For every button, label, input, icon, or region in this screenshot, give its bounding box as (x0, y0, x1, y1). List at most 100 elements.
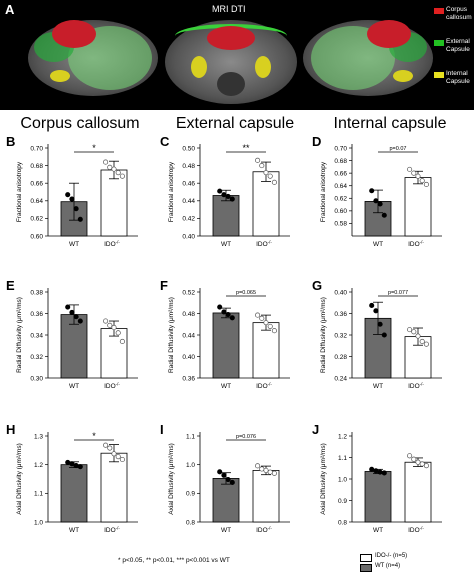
legend-ido: IDO-/- (n=5) (360, 553, 470, 563)
y-tick-label-b: 0.64 (30, 198, 43, 205)
y-tick-label-f: 0.40 (182, 354, 195, 361)
legend-swatch (434, 72, 444, 78)
data-point-b (103, 159, 109, 165)
y-tick-label-c: 0.50 (182, 145, 195, 152)
data-point-c (255, 157, 261, 163)
data-point-g (423, 341, 429, 347)
x-tick-label-d: IDO-/- (408, 240, 424, 249)
bar-h-wt (60, 464, 88, 523)
legend-swatch (434, 8, 444, 14)
y-tick-label-h: 1.0 (34, 519, 43, 526)
data-point-g (381, 332, 387, 338)
y-tick-label-f: 0.44 (182, 332, 195, 339)
data-point-e (77, 318, 83, 324)
y-axis-label-c: Fractional anisotropy (168, 161, 175, 222)
brain-image-3 (303, 12, 433, 102)
data-point-e (115, 330, 121, 336)
data-point-f (217, 304, 223, 310)
data-point-i (255, 463, 261, 469)
legend-label: callosum (446, 14, 472, 21)
panel-letter-c: C (160, 134, 170, 149)
data-point-b (119, 173, 125, 179)
data-point-i (229, 479, 235, 485)
data-point-d (411, 170, 417, 176)
data-point-c (263, 170, 269, 176)
panel-letter-i: I (160, 422, 164, 437)
data-point-i (225, 477, 231, 483)
data-point-j (415, 459, 421, 465)
y-tick-label-i: 1.1 (186, 433, 195, 440)
y-tick-label-b: 0.68 (30, 163, 43, 170)
significance-label-d: p=0.07 (390, 146, 407, 152)
y-axis-label-j: Axial Diffusivity (μm²/ms) (320, 443, 327, 515)
data-point-h (115, 454, 121, 460)
x-tick-label-f: IDO-/- (256, 382, 272, 391)
data-point-f (221, 309, 227, 315)
data-point-g (407, 327, 413, 333)
y-tick-label-d: 0.64 (334, 183, 347, 190)
significance-label-f: p=0.065 (236, 290, 256, 296)
y-axis-label-h: Axial Diffusivity (μm²/ms) (16, 443, 23, 515)
data-point-j (407, 453, 413, 459)
panel-letter-d: D (312, 134, 321, 149)
significance-label-h: * (92, 431, 96, 441)
data-point-d (369, 188, 375, 194)
data-point-h (103, 442, 109, 448)
data-point-g (411, 329, 417, 335)
legend-wt: WT (n=4) (360, 563, 470, 573)
data-point-h (69, 461, 75, 467)
legend-internal-capsule: Internal Capsule (434, 70, 474, 102)
data-point-i (259, 466, 265, 472)
x-tick-label-e: IDO-/- (104, 382, 120, 391)
data-point-g (373, 308, 379, 314)
data-point-g (419, 338, 425, 345)
data-point-b (107, 164, 113, 170)
data-point-d (373, 198, 379, 204)
data-point-b (73, 206, 79, 212)
data-point-j (419, 461, 425, 467)
legend-label: Capsule (446, 78, 470, 85)
bar-i-ido (252, 469, 280, 523)
data-point-e (111, 324, 117, 331)
bar-h-ido (100, 452, 128, 523)
bar-c-wt (212, 195, 240, 237)
y-axis-label-e: Radial Diffusivity (μm²/ms) (16, 297, 23, 373)
y-tick-label-d: 0.68 (334, 158, 347, 165)
data-point-h (119, 456, 125, 463)
significance-label-b: * (92, 143, 96, 153)
data-point-f (263, 320, 269, 326)
data-point-c (221, 192, 227, 198)
data-point-h (111, 451, 117, 457)
bar-j-wt (364, 471, 392, 523)
y-tick-label-d: 0.66 (334, 170, 347, 177)
y-tick-label-c: 0.40 (182, 233, 195, 240)
y-tick-label-d: 0.62 (334, 196, 347, 203)
legend-label-ido: IDO-/- (n=5) (375, 553, 408, 559)
data-point-f (229, 315, 235, 321)
data-point-e (119, 338, 125, 345)
bar-e-wt (60, 314, 88, 379)
legend-label-wt: WT (n=4) (375, 563, 401, 569)
y-tick-label-e: 0.32 (30, 354, 43, 361)
y-tick-label-d: 0.58 (334, 221, 347, 228)
data-point-c (229, 196, 235, 202)
data-point-h (65, 459, 71, 465)
legend-label: External (446, 38, 470, 45)
legend-label: Capsule (446, 46, 470, 53)
x-tick-label-f: WT (221, 383, 231, 390)
bar-f-wt (212, 312, 240, 379)
significance-label-g: p=0.077 (388, 290, 408, 296)
y-tick-label-j: 1.0 (338, 476, 347, 483)
data-point-h (73, 462, 79, 469)
y-tick-label-f: 0.36 (182, 375, 195, 382)
data-point-j (381, 470, 387, 476)
y-tick-label-b: 0.70 (30, 145, 43, 152)
x-tick-label-h: WT (69, 527, 79, 534)
panel-letter-f: F (160, 278, 168, 293)
data-point-e (107, 322, 113, 328)
y-tick-label-e: 0.30 (30, 375, 43, 382)
y-tick-label-g: 0.40 (334, 289, 347, 296)
x-tick-label-b: IDO-/- (104, 240, 120, 249)
bar-e-ido (100, 328, 128, 379)
